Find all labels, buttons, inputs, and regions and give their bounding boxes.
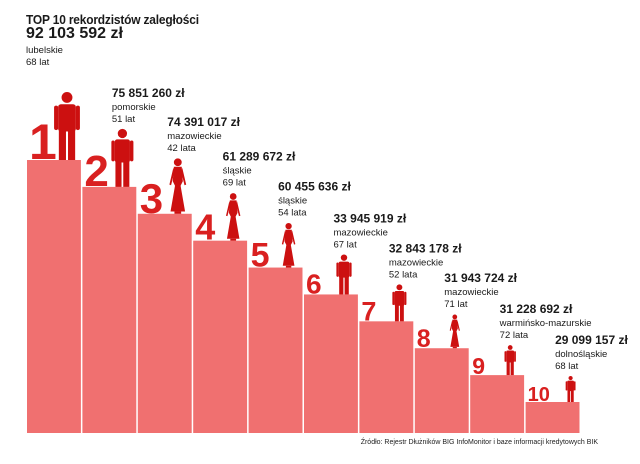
bar-step-7 [359, 321, 414, 433]
region-label-10: dolnośląskie [555, 349, 607, 360]
person-female-icon-3 [169, 158, 187, 214]
bar-step-9 [470, 375, 525, 433]
region-label-8: mazowieckie [444, 287, 498, 298]
rank-number-10: 10 [528, 384, 550, 406]
age-label-4: 69 lat [223, 178, 247, 189]
person-female-icon-4 [225, 193, 241, 241]
age-label-9: 72 lata [500, 330, 529, 341]
person-male-icon-1 [54, 92, 80, 160]
rank-number-3: 3 [140, 175, 163, 222]
region-label-7: mazowieckie [389, 257, 443, 268]
rank-number-5: 5 [251, 237, 270, 275]
region-label-9: warmińsko-mazurskie [499, 318, 592, 329]
rank-number-6: 6 [306, 268, 322, 299]
person-male-icon-9 [504, 345, 516, 376]
age-label-8: 71 lat [444, 299, 468, 310]
region-label-3: mazowieckie [167, 131, 221, 142]
bar-step-4 [193, 240, 248, 433]
bar-step-6 [304, 294, 358, 433]
bar-step-3 [137, 213, 192, 433]
source-note: Źródło: Rejestr Dłużników BIG InfoMonito… [360, 439, 598, 446]
person-male-icon-10 [565, 376, 576, 402]
amount-label-4: 61 289 672 zł [223, 150, 296, 164]
age-label-3: 42 lata [167, 143, 196, 154]
chart-title: TOP 10 rekordzistów zaległości [26, 12, 199, 27]
bar-step-5 [248, 267, 303, 433]
rank-number-4: 4 [195, 207, 215, 248]
region-label-4: śląskie [223, 166, 252, 177]
region-label-2: pomorskie [112, 102, 156, 113]
amount-label-3: 74 391 017 zł [167, 115, 240, 129]
region-label-5: śląskie [278, 196, 307, 207]
person-female-icon-8 [449, 314, 460, 349]
bar-step-8 [414, 348, 469, 433]
amount-label-5: 60 455 636 zł [278, 180, 351, 194]
amount-label-8: 31 943 724 zł [444, 271, 517, 285]
age-label-10: 68 lat [555, 361, 579, 372]
bar-step-1 [27, 160, 81, 433]
person-male-icon-6 [336, 254, 352, 295]
region-label-6: mazowieckie [333, 227, 387, 238]
amount-label-10: 29 099 157 zł [555, 333, 628, 347]
rank-number-2: 2 [84, 147, 108, 196]
age-label-7: 52 lata [389, 269, 418, 280]
person-male-icon-2 [111, 128, 134, 187]
rank-number-8: 8 [417, 325, 431, 353]
rank-number-1: 1 [29, 114, 57, 170]
rank-number-7: 7 [361, 296, 376, 326]
bar-step-2 [82, 186, 137, 433]
amount-label-9: 31 228 692 zł [500, 302, 573, 316]
amount-label-2: 75 851 260 zł [112, 86, 185, 100]
rank-number-9: 9 [472, 353, 485, 379]
age-label-5: 54 lata [278, 208, 307, 219]
amount-label-1: 92 103 592 zł [26, 25, 124, 42]
age-label-2: 51 lat [112, 114, 136, 125]
person-female-icon-5 [281, 223, 296, 268]
age-label-6: 67 lat [333, 239, 357, 250]
bar-step-10 [525, 402, 580, 433]
region-label-1: lubelskie [26, 45, 63, 56]
amount-label-7: 32 843 178 zł [389, 241, 462, 255]
amount-label-6: 33 945 919 zł [333, 211, 406, 225]
age-label-1: 68 lat [26, 57, 50, 68]
person-male-icon-7 [392, 284, 407, 322]
